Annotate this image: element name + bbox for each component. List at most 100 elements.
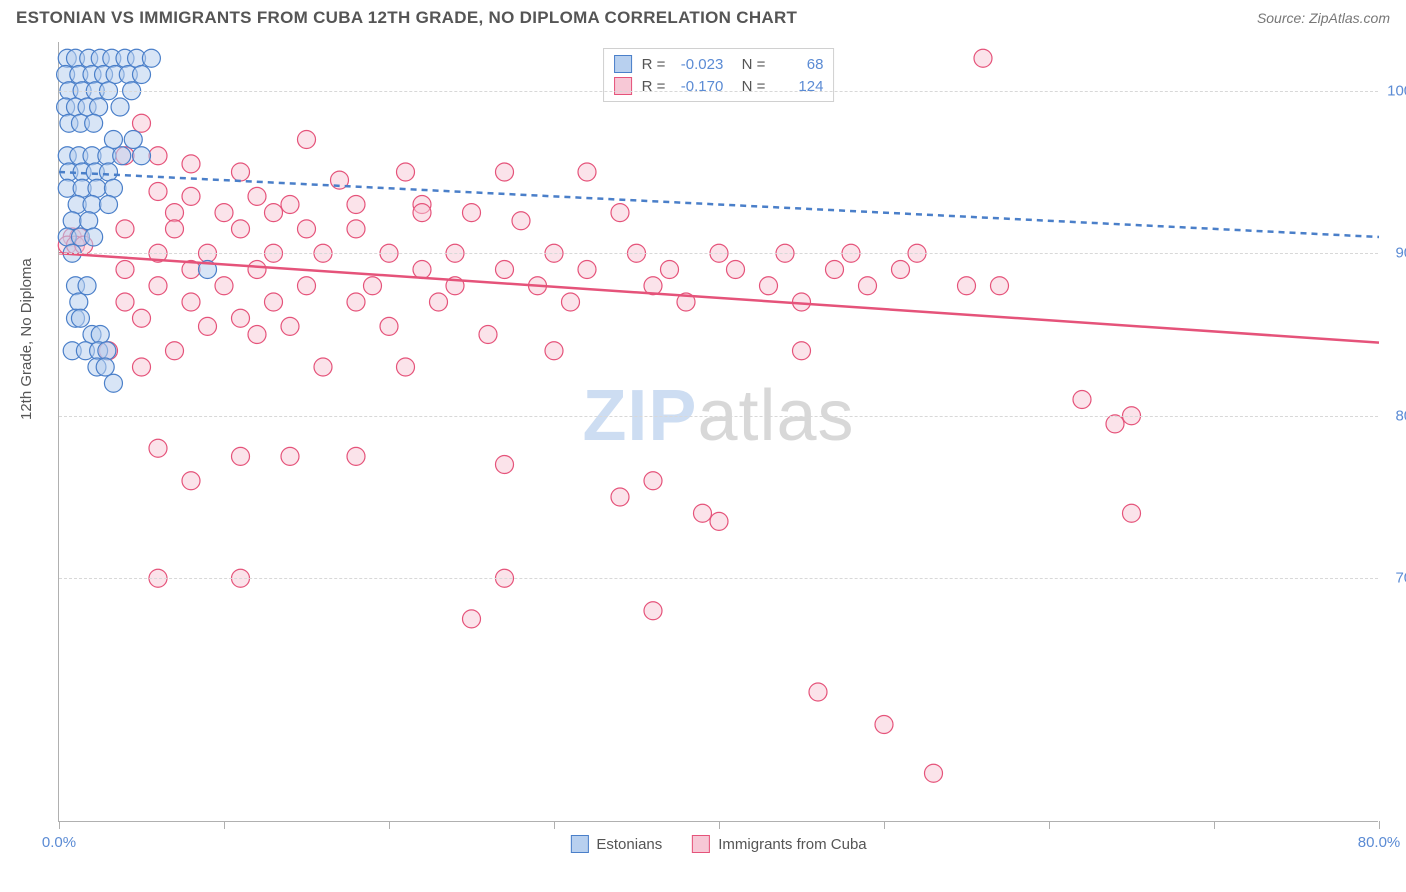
legend-item: Immigrants from Cuba xyxy=(692,835,866,853)
data-point xyxy=(215,204,233,222)
correlation-legend-row: R = -0.023 N = 68 xyxy=(614,53,824,75)
data-point xyxy=(182,293,200,311)
x-tick xyxy=(1049,821,1050,829)
data-point xyxy=(974,49,992,67)
data-point xyxy=(71,309,89,327)
data-point xyxy=(397,163,415,181)
data-point xyxy=(232,163,250,181)
r-value: -0.170 xyxy=(675,78,723,95)
x-tick xyxy=(884,821,885,829)
legend-swatch-series-1 xyxy=(614,77,632,95)
x-tick xyxy=(554,821,555,829)
data-point xyxy=(80,212,98,230)
data-point xyxy=(578,163,596,181)
gridline xyxy=(59,91,1378,92)
r-value: -0.023 xyxy=(675,56,723,73)
data-point xyxy=(892,261,910,279)
data-point xyxy=(116,220,134,238)
data-point xyxy=(347,196,365,214)
x-tick xyxy=(1214,821,1215,829)
data-point xyxy=(611,204,629,222)
data-point xyxy=(496,163,514,181)
y-tick-label: 80.0% xyxy=(1383,407,1406,424)
data-point xyxy=(809,683,827,701)
data-point xyxy=(1073,391,1091,409)
data-point xyxy=(90,98,108,116)
data-point xyxy=(991,277,1009,295)
data-point xyxy=(88,179,106,197)
data-point xyxy=(248,187,266,205)
gridline xyxy=(59,578,1378,579)
data-point xyxy=(133,147,151,165)
data-point xyxy=(133,114,151,132)
data-point xyxy=(142,49,160,67)
chart-area: ZIPatlas R = -0.023 N = 68 R = -0.170 N … xyxy=(58,42,1378,822)
legend-label: Immigrants from Cuba xyxy=(718,836,866,853)
data-point xyxy=(98,342,116,360)
n-value: 124 xyxy=(775,78,823,95)
scatter-plot-svg xyxy=(59,42,1378,821)
data-point xyxy=(281,196,299,214)
data-point xyxy=(413,261,431,279)
data-point xyxy=(479,326,497,344)
r-label: R = xyxy=(642,56,666,73)
data-point xyxy=(104,374,122,392)
data-point xyxy=(182,187,200,205)
data-point xyxy=(199,317,217,335)
x-tick-label: 0.0% xyxy=(42,834,76,851)
data-point xyxy=(364,277,382,295)
data-point xyxy=(85,228,103,246)
correlation-legend-row: R = -0.170 N = 124 xyxy=(614,75,824,97)
data-point xyxy=(232,447,250,465)
source-label: Source: ZipAtlas.com xyxy=(1257,10,1390,26)
data-point xyxy=(96,358,114,376)
y-tick-label: 70.0% xyxy=(1383,570,1406,587)
data-point xyxy=(611,488,629,506)
data-point xyxy=(111,98,129,116)
data-point xyxy=(104,179,122,197)
y-tick-label: 90.0% xyxy=(1383,245,1406,262)
data-point xyxy=(149,277,167,295)
data-point xyxy=(298,220,316,238)
y-tick-label: 100.0% xyxy=(1383,82,1406,99)
data-point xyxy=(710,512,728,530)
data-point xyxy=(793,342,811,360)
data-point xyxy=(149,183,167,201)
data-point xyxy=(104,131,122,149)
data-point xyxy=(248,326,266,344)
data-point xyxy=(133,66,151,84)
x-tick xyxy=(719,821,720,829)
data-point xyxy=(265,204,283,222)
x-tick-label: 80.0% xyxy=(1358,834,1401,851)
data-point xyxy=(496,261,514,279)
data-point xyxy=(100,163,118,181)
x-tick xyxy=(1379,821,1380,829)
chart-title: ESTONIAN VS IMMIGRANTS FROM CUBA 12TH GR… xyxy=(16,8,797,28)
data-point xyxy=(83,196,101,214)
data-point xyxy=(347,220,365,238)
data-point xyxy=(166,220,184,238)
data-point xyxy=(100,196,118,214)
data-point xyxy=(182,472,200,490)
data-point xyxy=(85,114,103,132)
data-point xyxy=(826,261,844,279)
data-point xyxy=(661,261,679,279)
data-point xyxy=(91,326,109,344)
data-point xyxy=(760,277,778,295)
data-point xyxy=(113,147,131,165)
data-point xyxy=(694,504,712,522)
n-value: 68 xyxy=(775,56,823,73)
y-axis-label: 12th Grade, No Diploma xyxy=(18,258,35,420)
data-point xyxy=(347,447,365,465)
data-point xyxy=(281,447,299,465)
data-point xyxy=(63,212,81,230)
x-tick xyxy=(224,821,225,829)
data-point xyxy=(215,277,233,295)
data-point xyxy=(413,204,431,222)
data-point xyxy=(875,716,893,734)
data-point xyxy=(116,261,134,279)
legend-swatch-series-0 xyxy=(614,55,632,73)
data-point xyxy=(124,131,142,149)
data-point xyxy=(149,439,167,457)
data-point xyxy=(727,261,745,279)
